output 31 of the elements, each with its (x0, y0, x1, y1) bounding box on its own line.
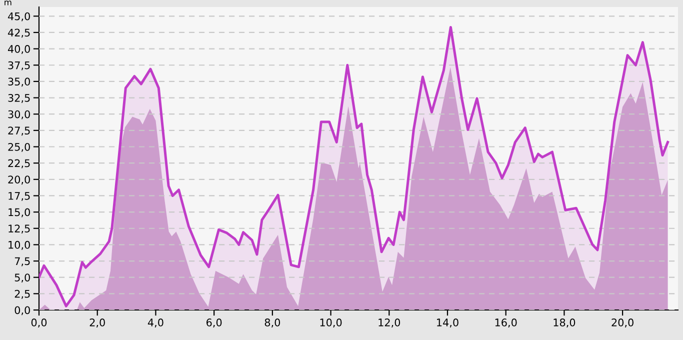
y-tick-label: 20,0 (8, 176, 30, 185)
y-tick-label: 30,0 (8, 110, 30, 120)
y-tick-label: 17,5 (8, 192, 30, 201)
x-tick-label: 20,0 (612, 318, 634, 328)
y-tick-label: 42,5 (8, 28, 30, 38)
x-tick-label: 14,0 (437, 318, 458, 328)
y-tick-label: 37,5 (8, 61, 30, 70)
x-tick-label: 12,0 (378, 318, 400, 328)
y-tick-label: 32,5 (8, 94, 30, 103)
y-tick-label: 2,5 (14, 290, 30, 299)
x-tick-label: 2,0 (90, 318, 105, 328)
y-tick-label: 15,0 (8, 208, 30, 218)
y-axis-title: m (4, 0, 12, 6)
x-tick-label: 4,0 (148, 318, 164, 328)
x-tick-label: 10,0 (320, 318, 342, 328)
y-tick-label: 45,0 (8, 12, 30, 22)
y-tick-label: 27,5 (8, 126, 30, 136)
y-tick-label: 10,0 (8, 240, 30, 250)
x-tick-label: 8,0 (264, 318, 280, 328)
x-tick-label: 16,0 (495, 318, 517, 328)
y-tick-label: 35,0 (8, 78, 30, 87)
y-tick-label: 40,0 (8, 45, 30, 54)
y-tick-label: 7,5 (14, 257, 30, 266)
y-tick-label: 0,0 (14, 306, 30, 316)
y-tick-label: 12,5 (8, 224, 30, 234)
x-tick-label: 18,0 (554, 318, 576, 328)
x-tick-label: 6,0 (206, 318, 222, 328)
y-tick-label: 25,0 (8, 142, 30, 152)
x-tick-label: 0,0 (31, 318, 47, 328)
y-tick-label: 22,5 (8, 159, 30, 168)
y-tick-label: 5,0 (14, 274, 30, 283)
